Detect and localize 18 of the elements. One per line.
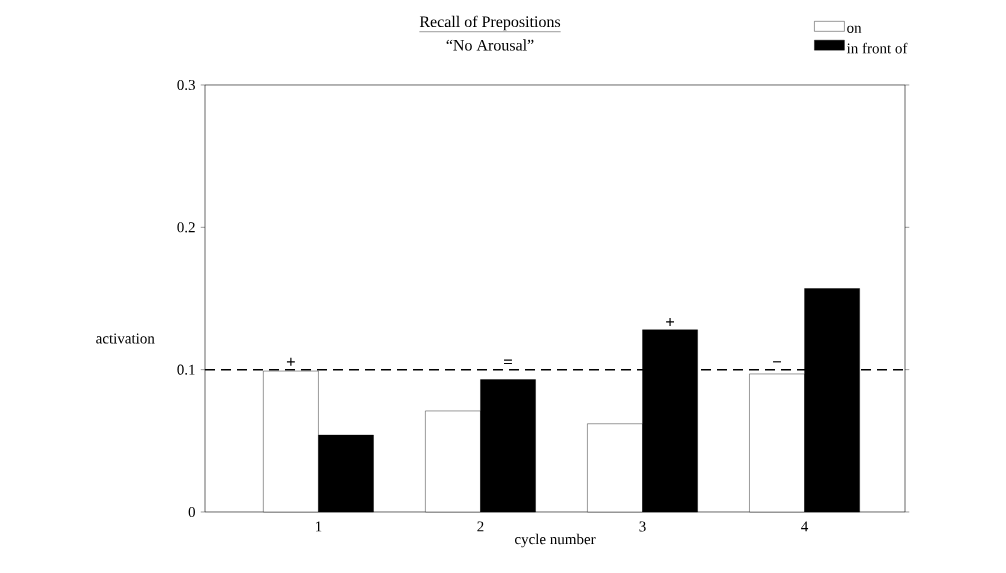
- annotation: +: [286, 357, 295, 366]
- chart-subtitle: “No Arousal”: [446, 39, 534, 51]
- legend-label: in front of: [846, 42, 908, 54]
- y-tick-label: 0.2: [177, 222, 195, 233]
- chart-title: Recall of Prepositions: [419, 15, 561, 31]
- annotation: =: [504, 359, 512, 365]
- x-tick-label: 4: [801, 521, 809, 532]
- annotation: −: [773, 361, 781, 363]
- x-tick-label: 3: [639, 521, 646, 532]
- y-tick-label: 0.3: [177, 79, 195, 91]
- y-axis-title: activation: [96, 333, 155, 344]
- legend-label: on: [847, 25, 862, 33]
- annotation: +: [666, 317, 675, 326]
- y-tick-label: 0.1: [177, 364, 195, 375]
- x-axis-title: cycle number: [514, 533, 596, 548]
- y-tick-label: 0: [188, 506, 195, 518]
- x-tick-label: 2: [477, 521, 484, 532]
- x-tick-label: 1: [316, 521, 322, 532]
